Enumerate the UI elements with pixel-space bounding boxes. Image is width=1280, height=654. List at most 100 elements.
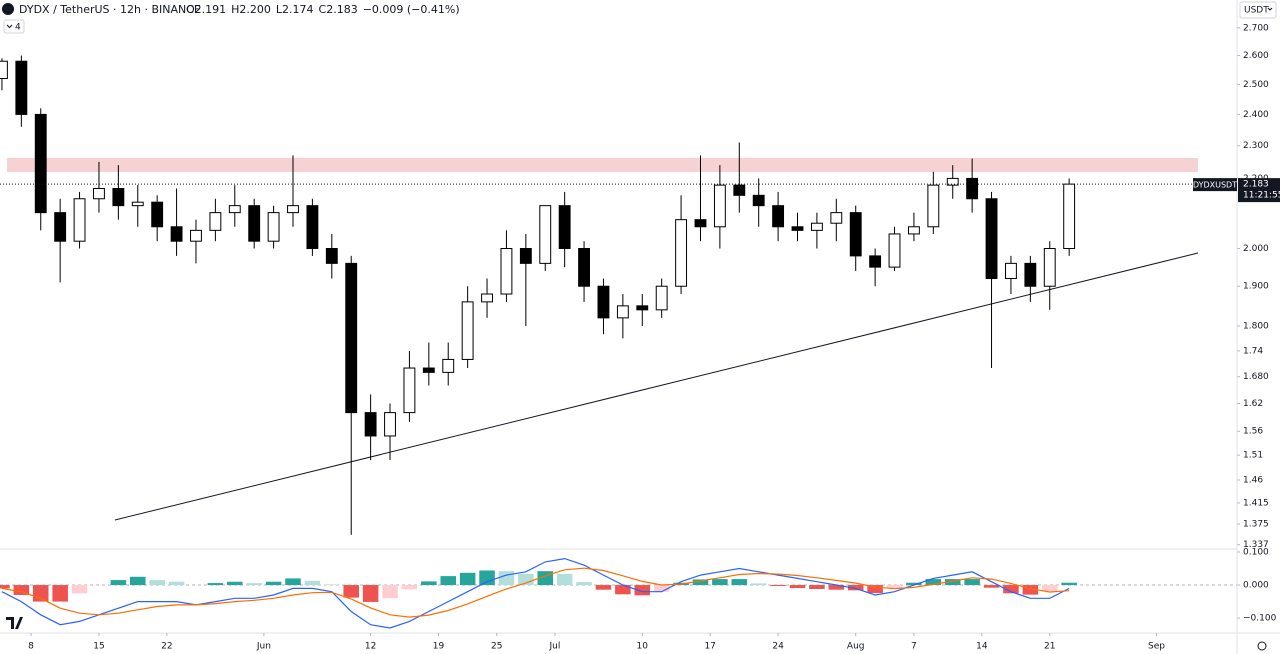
macd-histogram-bar	[343, 585, 359, 598]
macd-histogram-bar	[556, 573, 573, 586]
symbol-tag-bg	[1193, 178, 1237, 192]
countdown: 11:21:55	[1243, 191, 1280, 201]
x-tick-label: 17	[704, 642, 715, 652]
y-tick-label: 1.415	[1243, 498, 1269, 508]
candle-body	[752, 194, 765, 207]
candle-body	[461, 301, 474, 360]
candle-body	[73, 198, 86, 242]
trend-line[interactable]	[114, 252, 1199, 521]
x-tick-label: Aug	[847, 642, 865, 652]
y-tick-label: 2.300	[1243, 141, 1269, 151]
macd-histogram-bar	[789, 585, 806, 589]
macd-histogram-bar	[615, 585, 631, 595]
candle-body	[907, 226, 920, 235]
candle-body	[578, 248, 590, 287]
macd-histogram-bar	[285, 578, 301, 586]
candle-body	[93, 188, 105, 200]
candle-body	[810, 222, 823, 231]
candle-body	[558, 205, 571, 250]
candle-body	[325, 248, 338, 264]
resistance-zone[interactable]	[7, 158, 1198, 172]
x-tick-label: 7	[911, 642, 917, 652]
x-tick-label: 15	[93, 642, 104, 652]
macd-histogram-bar	[886, 585, 903, 589]
candle-body	[422, 367, 435, 373]
y-tick-label: 1.56	[1243, 427, 1263, 437]
candle-body	[287, 205, 299, 214]
y-tick-label: 2.400	[1243, 110, 1269, 120]
symbol-tag: DYDXUSDT	[1193, 181, 1237, 190]
macd-histogram-bar	[1003, 585, 1019, 594]
candle-body	[481, 293, 493, 303]
candle-body	[151, 201, 164, 228]
macd-histogram-bar	[168, 581, 185, 586]
macd-histogram-bar	[0, 585, 10, 589]
candle-body	[713, 184, 726, 228]
y-tick-label: 1.62	[1243, 399, 1263, 409]
candle-body	[131, 201, 144, 207]
macd-histogram-bar	[265, 581, 282, 586]
currency-label[interactable]: USDT	[1244, 6, 1269, 16]
macd-histogram-bar	[32, 585, 49, 602]
macd-histogram-bar	[983, 585, 1000, 588]
macd-histogram-bar	[867, 585, 883, 593]
macd-histogram-bar	[847, 585, 864, 591]
ohlc-value: O2.191	[186, 3, 226, 16]
candle-body	[228, 205, 241, 214]
macd-tick-label: 0.000	[1243, 581, 1269, 591]
candle-body	[888, 233, 901, 268]
macd-histogram-bar	[130, 576, 146, 586]
ohlc-value: H2.200	[231, 3, 271, 16]
macd-histogram-bar	[246, 583, 262, 586]
last-price-label: 2.183	[1243, 180, 1269, 190]
x-tick-label: 24	[772, 642, 784, 652]
y-tick-label: 1.375	[1243, 520, 1269, 530]
macd-histogram-bar	[304, 580, 321, 586]
candle-body	[597, 285, 610, 319]
macd-histogram-bar	[653, 585, 670, 592]
macd-histogram-bar	[362, 585, 379, 602]
y-tick-label: 1.900	[1243, 282, 1269, 292]
y-tick-label: 1.51	[1243, 451, 1263, 461]
macd-histogram-bar	[459, 572, 476, 586]
macd-tick-label: −0.100	[1243, 614, 1277, 624]
macd-histogram-bar	[207, 583, 224, 586]
macd-histogram-bar	[809, 585, 825, 590]
x-tick-label: 8	[28, 642, 34, 652]
tv-logo[interactable]	[6, 617, 23, 629]
candle-body	[1063, 183, 1076, 250]
macd-histogram-bar	[576, 582, 592, 586]
candle-body	[34, 113, 47, 214]
symbol-title[interactable]: DYDX / TetherUS · 12h · BINANCE	[19, 3, 201, 16]
candle-body	[442, 358, 455, 373]
candle-body	[830, 212, 843, 224]
macd-histogram-bar	[595, 585, 612, 590]
candle-body	[675, 219, 688, 287]
x-tick-label: Sep	[1148, 642, 1165, 652]
settings-icon[interactable]	[1257, 641, 1267, 651]
candle-body	[54, 212, 67, 242]
x-tick-label: 21	[1044, 642, 1055, 652]
symbol-logo	[2, 3, 14, 15]
currency-chevron	[1267, 7, 1273, 11]
candle-body	[345, 262, 358, 414]
macd-histogram-bar	[731, 579, 748, 586]
currency-button[interactable]	[1239, 1, 1277, 19]
y-tick-label: 2.600	[1243, 51, 1269, 61]
macd-histogram-bar	[52, 585, 68, 602]
macd-histogram-bar	[1022, 585, 1039, 595]
macd-histogram-bar	[498, 571, 515, 586]
y-tick-label: 1.680	[1243, 372, 1269, 382]
macd-histogram-bar	[149, 580, 165, 586]
macd-line	[1, 567, 1070, 618]
candle-body	[1005, 262, 1017, 280]
candle-body	[0, 60, 8, 80]
candle-body	[869, 255, 882, 268]
indicators-toggle[interactable]	[3, 19, 25, 34]
candle-body	[267, 212, 280, 242]
macd-histogram-bar	[925, 579, 942, 586]
candle-body	[403, 367, 416, 414]
candle-body	[1043, 248, 1056, 287]
x-tick-label: Jun	[256, 642, 271, 652]
